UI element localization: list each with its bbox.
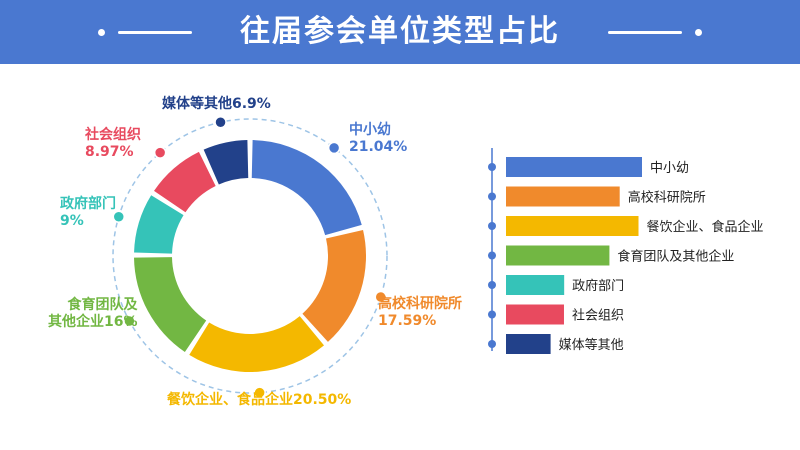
slice-label-value: 9%: [60, 213, 84, 229]
slice-marker-0: [327, 141, 341, 155]
banner-line-right: [608, 31, 682, 34]
title-banner: 往届参会单位类型占比: [0, 0, 800, 64]
slice-label-6: 媒体等其他6.9%: [162, 96, 271, 113]
slice-marker-1: [374, 290, 387, 304]
legend-label-0: 中小幼: [650, 161, 689, 176]
legend-label-5: 社会组织: [572, 308, 624, 324]
slice-marker-6: [214, 115, 227, 129]
donut-slice-1: [302, 229, 366, 342]
donut-slice-6: [203, 140, 249, 185]
legend-label-1: 高校科研院所: [628, 190, 706, 206]
legend-label-6: 媒体等其他: [559, 337, 624, 353]
legend-bar-3: [506, 245, 610, 266]
legend-label-3: 食育团队及其他企业: [617, 249, 734, 265]
slice-marker-2: [253, 386, 266, 399]
legend-bar-0: [506, 157, 642, 177]
slice-label-value: 8.97%: [85, 144, 134, 160]
legend-label-2: 餐饮企业、食品企业: [647, 219, 764, 235]
donut-chart: [112, 115, 388, 399]
page-title: 往届参会单位类型占比: [240, 14, 560, 49]
slice-label-5: 社会组织 8.97%: [85, 127, 141, 161]
slice-label-value: 17.59%: [378, 313, 437, 329]
slice-label-name: 高校科研院所: [378, 296, 462, 312]
donut-slice-5: [154, 151, 216, 213]
legend-bar-2: [506, 216, 639, 236]
slice-label-value: 21.04%: [349, 139, 408, 155]
donut-slice-0: [251, 140, 362, 236]
slice-label-name: 食育团队及: [67, 297, 138, 313]
legend-axis-dot: [488, 310, 496, 319]
slice-marker-4: [112, 210, 126, 223]
slice-label-name: 中小幼: [349, 122, 391, 138]
donut-slice-3: [134, 257, 207, 352]
slice-label-name: 餐饮企业、食品企业: [167, 392, 293, 408]
slice-marker-3: [123, 314, 136, 328]
legend-axis-dot: [488, 222, 496, 230]
banner-dot-right: [695, 29, 702, 36]
legend-bar-5: [506, 304, 564, 325]
banner-dot-left: [98, 29, 105, 36]
slice-label-value: 20.50%: [293, 392, 352, 408]
slice-label-3: 食育团队及 其他企业16%: [48, 297, 138, 331]
slice-label-name: 政府部门: [60, 196, 116, 212]
legend-bar-4: [506, 275, 565, 295]
slice-label-name: 媒体等其他: [162, 96, 232, 112]
slice-label-value: 6.9%: [232, 96, 271, 112]
slice-label-2: 餐饮企业、食品企业20.50%: [167, 392, 351, 409]
slice-label-4: 政府部门 9%: [60, 196, 116, 230]
legend-axis-dot: [488, 251, 496, 260]
slice-label-name: 社会组织: [85, 127, 141, 143]
legend-axis-dot: [488, 281, 496, 289]
legend-axis-dot: [488, 340, 496, 348]
slice-label-1: 高校科研院所 17.59%: [378, 296, 462, 330]
donut-slice-2: [189, 316, 325, 372]
legend-label-4: 政府部门: [572, 279, 624, 294]
donut-slice-4: [134, 195, 184, 254]
legend-bar-6: [506, 334, 551, 354]
slice-label-value: 其他企业16%: [48, 314, 138, 330]
legend-bar-1: [506, 186, 620, 207]
banner-line-left: [118, 31, 192, 34]
dashed-outer-ring: [112, 118, 388, 394]
legend-axis-dot: [488, 192, 496, 201]
legend-axis-dot: [488, 163, 496, 171]
slice-marker-5: [153, 146, 167, 159]
slice-label-0: 中小幼 21.04%: [349, 122, 407, 156]
